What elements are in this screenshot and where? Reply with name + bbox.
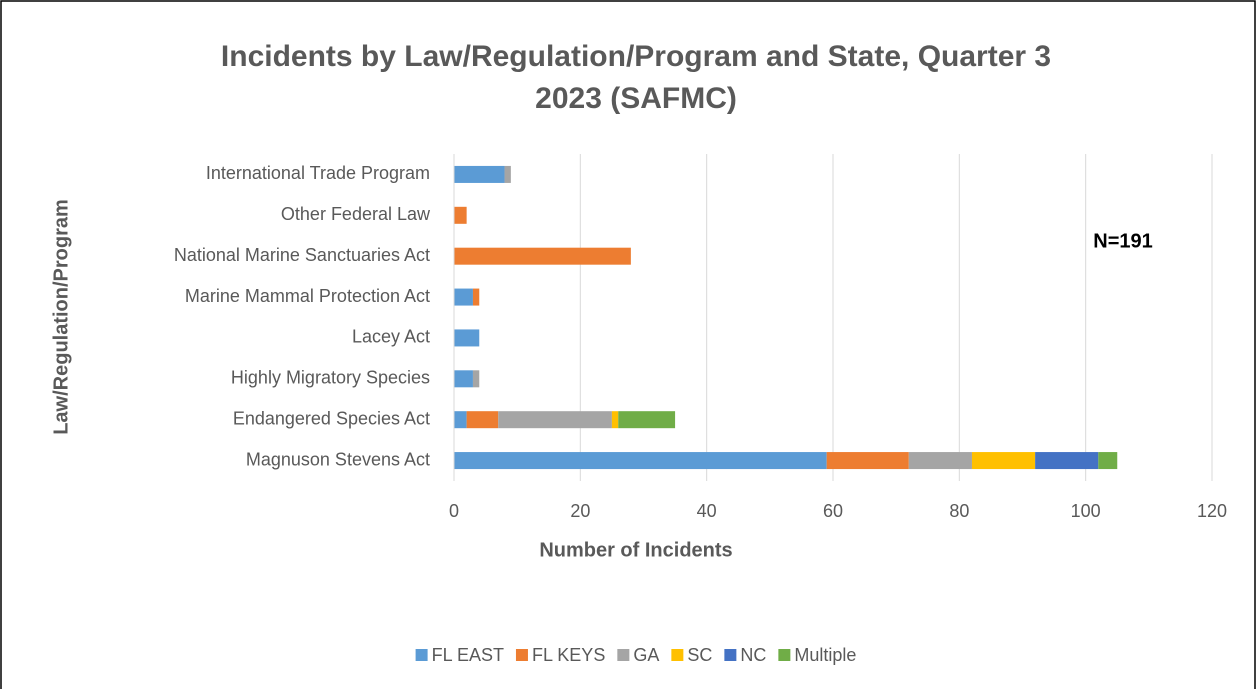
bar-segment — [454, 411, 467, 429]
bar-segment — [454, 370, 473, 388]
bar-segment — [971, 452, 1036, 470]
y-tick-label: Other Federal Law — [281, 204, 431, 224]
legend-swatch — [415, 649, 428, 661]
bar-segment — [454, 329, 480, 347]
legend-label: Multiple — [794, 645, 856, 665]
legend-label: SC — [687, 645, 712, 665]
legend-swatch — [724, 649, 737, 661]
legend-swatch — [671, 649, 684, 661]
bar-segment — [454, 288, 473, 306]
legend-label: GA — [633, 645, 659, 665]
annotation: N=191 — [1093, 230, 1153, 252]
legend-swatch — [617, 649, 630, 661]
y-tick-label: National Marine Sanctuaries Act — [174, 245, 430, 265]
bar-segment — [454, 247, 631, 265]
legend-swatch — [778, 649, 791, 661]
bar-segment — [908, 452, 972, 470]
y-tick-label: Marine Mammal Protection Act — [185, 286, 430, 306]
bar-segment — [826, 452, 909, 470]
bar-segment — [454, 165, 505, 183]
y-tick-label: Highly Migratory Species — [231, 368, 430, 388]
y-tick-label: Endangered Species Act — [233, 408, 430, 428]
title-line: Incidents by Law/Regulation/Program and … — [221, 40, 1051, 73]
bar-segment — [466, 411, 499, 429]
legend-label: FL KEYS — [532, 645, 605, 665]
x-tick-label: 80 — [949, 501, 969, 521]
bar-segment — [611, 411, 619, 429]
bar-segment — [472, 370, 480, 388]
bar-segment — [504, 165, 511, 183]
y-tick-label: International Trade Program — [206, 163, 430, 183]
y-axis-label: Law/Regulation/Program — [50, 199, 72, 435]
x-tick-label: 120 — [1197, 501, 1227, 521]
legend-swatch — [515, 649, 528, 661]
y-tick-label: Lacey Act — [352, 327, 430, 347]
bar-segment — [1098, 452, 1118, 470]
x-tick-label: 40 — [697, 501, 717, 521]
bar-segment — [472, 288, 480, 306]
legend-label: NC — [740, 645, 766, 665]
bar-segment — [1035, 452, 1099, 470]
chart-title: Incidents by Law/Regulation/Program and … — [221, 40, 1051, 115]
bar-segment — [498, 411, 612, 429]
bar-segment — [454, 206, 467, 224]
x-tick-label: 0 — [449, 501, 459, 521]
bar-segment — [454, 452, 827, 470]
x-tick-label: 60 — [823, 501, 843, 521]
legend: FL EAST FL KEYS GA SC NC Multiple — [415, 645, 856, 665]
y-tick-label: Magnuson Stevens Act — [246, 449, 430, 469]
x-axis-label: Number of Incidents — [539, 539, 732, 561]
legend-label: FL EAST — [432, 645, 504, 665]
x-tick-label: 100 — [1071, 501, 1101, 521]
title-line: 2023 (SAFMC) — [535, 82, 737, 115]
bar-segment — [618, 411, 676, 429]
x-tick-label: 20 — [570, 501, 590, 521]
